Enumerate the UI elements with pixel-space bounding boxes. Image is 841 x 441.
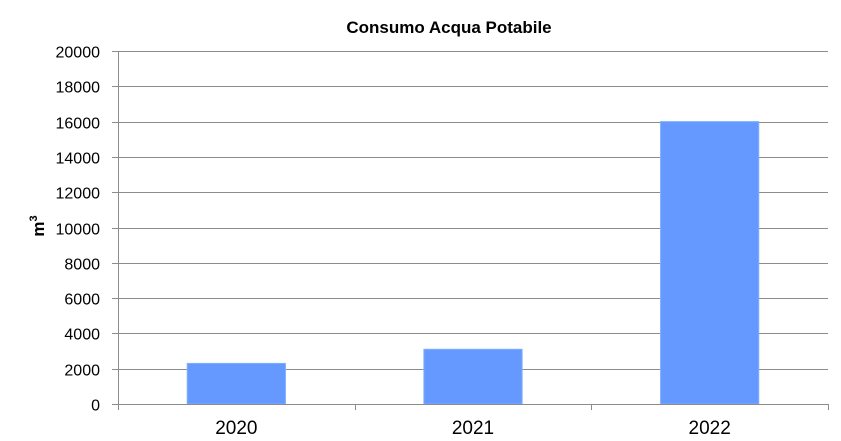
y-tick-label: 6000 xyxy=(64,292,100,309)
y-tick-label: 16000 xyxy=(56,116,101,133)
y-tick-label: 2000 xyxy=(64,363,100,380)
y-axis-label-unit: m xyxy=(29,222,48,237)
y-tick-labels: 0 2000 4000 6000 8000 10000 12000 14000 16000 180… xyxy=(56,45,101,415)
y-tick-label: 8000 xyxy=(64,257,100,274)
y-tick-label: 20000 xyxy=(56,45,101,62)
y-tick-label: 4000 xyxy=(64,327,100,344)
y-axis-label: m3 xyxy=(28,215,48,236)
bar-2020 xyxy=(186,362,286,405)
y-axis-label-superscript: 3 xyxy=(28,215,40,221)
x-tick-label: 2020 xyxy=(215,418,257,439)
bars xyxy=(186,121,760,405)
chart-title: Consumo Acqua Potabile xyxy=(346,18,551,37)
y-tick-label: 10000 xyxy=(56,222,101,239)
y-tick-label: 0 xyxy=(91,398,100,415)
x-tick-labels: 2020 2021 2022 xyxy=(215,418,731,439)
y-tick-label: 12000 xyxy=(56,186,101,203)
gridlines xyxy=(118,51,828,370)
y-tick-label: 18000 xyxy=(56,80,101,97)
x-tick-label: 2021 xyxy=(452,418,494,439)
y-tick-label: 14000 xyxy=(56,151,101,168)
bar-2022 xyxy=(660,121,760,405)
bar-2021 xyxy=(423,348,523,405)
axes xyxy=(112,51,829,410)
x-tick-label: 2022 xyxy=(689,418,731,439)
